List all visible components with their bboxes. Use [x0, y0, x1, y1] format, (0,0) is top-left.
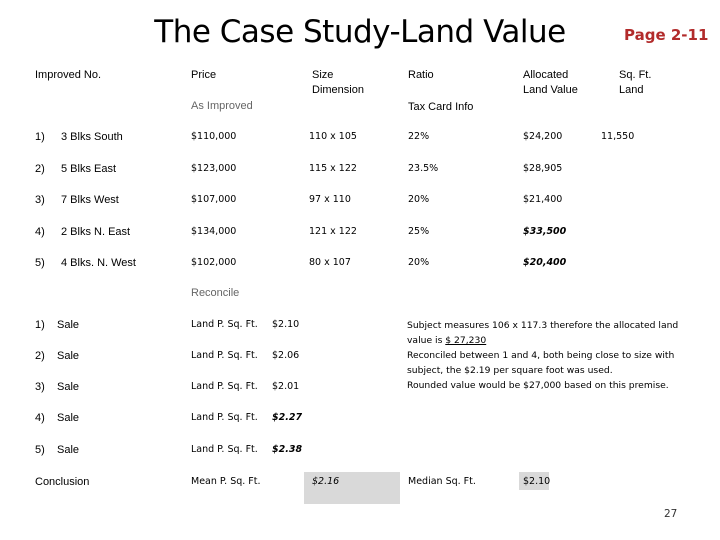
row-num: 4) — [35, 226, 45, 238]
row-location: 2 Blks N. East — [61, 226, 131, 238]
median-value: $2.10 — [523, 476, 551, 487]
header-size: Size Dimension — [312, 68, 364, 98]
note-line-3: Reconciled between 1 and 4, both being c… — [407, 350, 675, 361]
row-size: 115 x 122 — [309, 163, 357, 174]
row-allocated: $24,200 — [523, 131, 563, 142]
header-sqft-line1: Sq. Ft. — [619, 69, 652, 81]
sale-value: $2.01 — [272, 381, 300, 392]
row-size: 97 x 110 — [309, 194, 351, 205]
page-title: The Case Study-Land Value — [154, 14, 566, 50]
header-sqft: Sq. Ft. Land — [619, 68, 651, 98]
sale-metric: Land P. Sq. Ft. — [191, 444, 258, 455]
sale-label: Sale — [57, 350, 80, 362]
row-location: 3 Blks South — [61, 131, 123, 143]
row-ratio: 20% — [408, 257, 430, 268]
row-price: $134,000 — [191, 226, 237, 237]
row-size: 110 x 105 — [309, 131, 357, 142]
note-line-5: Rounded value would be $27,000 based on … — [407, 380, 669, 391]
page-label: Page 2-11 — [624, 26, 709, 44]
sale-label: Sale — [57, 381, 80, 393]
row-num: 1) — [35, 131, 45, 143]
row-ratio: 22% — [408, 131, 430, 142]
row-size: 80 x 107 — [309, 257, 351, 268]
sale-num: 4) — [35, 412, 45, 424]
median-value-shade — [519, 472, 549, 490]
header-allocated-line2: Land Value — [523, 84, 578, 96]
sale-num: 1) — [35, 319, 45, 331]
sale-value: $2.38 — [272, 444, 303, 455]
mean-label: Mean P. Sq. Ft. — [191, 476, 261, 487]
row-size: 121 x 122 — [309, 226, 357, 237]
note-line-1: Subject measures 106 x 117.3 therefore t… — [407, 320, 679, 331]
row-price: $107,000 — [191, 194, 237, 205]
row-num: 2) — [35, 163, 45, 175]
header-ratio: Ratio — [408, 69, 434, 81]
sale-metric: Land P. Sq. Ft. — [191, 350, 258, 361]
sale-num: 5) — [35, 444, 45, 456]
header-allocated: Allocated Land Value — [523, 68, 578, 98]
note-line-2-prefix: value is — [407, 335, 446, 346]
header-price: Price — [191, 69, 217, 81]
header-improved-no: Improved No. — [35, 69, 102, 81]
tax-card-label: Tax Card Info — [408, 101, 474, 113]
sale-num: 3) — [35, 381, 45, 393]
reconcile-label: Reconcile — [191, 287, 240, 299]
sale-value: $2.10 — [272, 319, 300, 330]
sale-value: $2.06 — [272, 350, 300, 361]
note-allocated-value: $ 27,230 — [445, 335, 487, 346]
sale-label: Sale — [57, 444, 80, 456]
sale-label: Sale — [57, 412, 80, 424]
row-allocated: $20,400 — [523, 257, 567, 268]
row-num: 3) — [35, 194, 45, 206]
sale-metric: Land P. Sq. Ft. — [191, 381, 258, 392]
row-ratio: 25% — [408, 226, 430, 237]
header-size-line2: Dimension — [312, 84, 364, 96]
note-line-2: value is $ 27,230 — [407, 333, 697, 348]
row-ratio: 23.5% — [408, 163, 439, 174]
row-ratio: 20% — [408, 194, 430, 205]
sale-value: $2.27 — [272, 412, 303, 423]
row-sqft: 11,550 — [601, 131, 635, 142]
header-sqft-line2: Land — [619, 84, 644, 96]
row-price: $123,000 — [191, 163, 237, 174]
as-improved-label: As Improved — [191, 100, 253, 112]
row-allocated: $21,400 — [523, 194, 563, 205]
sale-num: 2) — [35, 350, 45, 362]
sale-label: Sale — [57, 319, 80, 331]
row-price: $110,000 — [191, 131, 237, 142]
median-label: Median Sq. Ft. — [408, 476, 476, 487]
header-allocated-line1: Allocated — [523, 69, 569, 81]
mean-value: $2.16 — [312, 476, 340, 487]
row-num: 5) — [35, 257, 45, 269]
row-location: 4 Blks. N. West — [61, 257, 136, 269]
note-line-4: subject, the $2.19 per square foot was u… — [407, 365, 613, 376]
reconciliation-note: Subject measures 106 x 117.3 therefore t… — [407, 318, 697, 393]
row-allocated: $33,500 — [523, 226, 567, 237]
sale-metric: Land P. Sq. Ft. — [191, 412, 258, 423]
row-allocated: $28,905 — [523, 163, 563, 174]
row-location: 5 Blks East — [61, 163, 117, 175]
page-number: 27 — [664, 508, 678, 520]
row-location: 7 Blks West — [61, 194, 119, 206]
sale-metric: Land P. Sq. Ft. — [191, 319, 258, 330]
header-size-line1: Size — [312, 69, 334, 81]
mean-value-shade — [304, 472, 400, 504]
conclusion-label: Conclusion — [35, 476, 90, 488]
row-price: $102,000 — [191, 257, 237, 268]
